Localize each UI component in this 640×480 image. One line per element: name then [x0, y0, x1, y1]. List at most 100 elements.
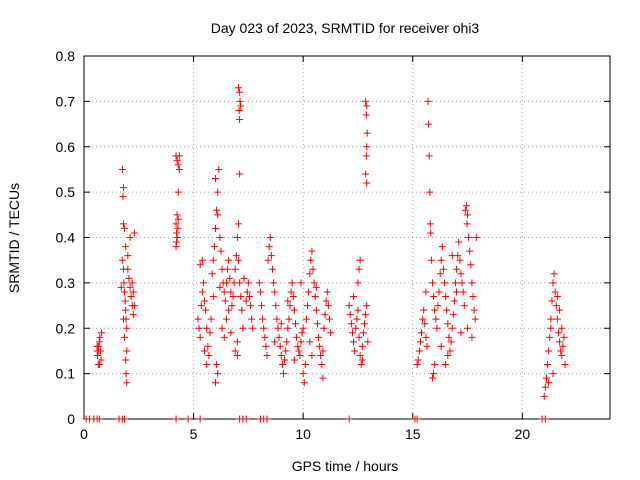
data-point: [552, 302, 560, 310]
data-point: [208, 270, 216, 278]
data-point: [262, 342, 270, 350]
data-point: [439, 265, 447, 273]
data-point: [215, 165, 223, 173]
data-point: [545, 379, 553, 387]
data-point: [442, 292, 450, 300]
data-point: [216, 234, 224, 241]
data-point: [319, 374, 327, 382]
data-point: [308, 247, 316, 255]
data-point: [222, 315, 230, 323]
data-point: [238, 306, 246, 314]
data-point: [558, 351, 566, 359]
data-point: [122, 370, 130, 378]
data-point: [550, 270, 558, 278]
data-point: [545, 347, 553, 355]
data-point: [242, 415, 250, 423]
data-point: [235, 256, 243, 264]
data-point: [130, 229, 138, 237]
data-point: [302, 315, 310, 323]
data-point: [304, 302, 312, 310]
data-point: [424, 97, 432, 105]
x-axis-label: GPS time / hours: [292, 458, 399, 474]
data-point: [98, 329, 106, 337]
data-point: [210, 243, 218, 251]
data-point: [421, 320, 429, 328]
data-point: [233, 234, 241, 241]
data-point: [313, 320, 321, 328]
x-tick-label: 5: [190, 426, 198, 442]
data-point: [119, 184, 127, 192]
data-point: [231, 347, 239, 355]
y-tick-label: 0.6: [56, 139, 76, 155]
data-point: [320, 324, 328, 332]
data-point: [235, 106, 243, 114]
data-point: [125, 274, 133, 282]
data-point: [427, 256, 435, 264]
data-point: [197, 302, 205, 310]
data-point: [430, 370, 438, 378]
data-point: [212, 224, 219, 232]
data-point: [322, 297, 330, 305]
data-point: [422, 333, 430, 341]
y-tick-label: 0.3: [56, 275, 76, 291]
data-point: [470, 306, 478, 314]
data-point: [310, 279, 318, 287]
data-point: [236, 170, 244, 178]
data-point: [306, 270, 314, 278]
data-point: [209, 256, 217, 264]
data-point: [354, 306, 362, 314]
data-point: [355, 333, 363, 341]
data-point: [217, 247, 225, 255]
data-point: [227, 329, 235, 337]
data-point: [122, 243, 130, 251]
data-point: [362, 111, 370, 119]
data-point: [121, 224, 129, 232]
data-point: [345, 415, 353, 423]
data-point: [240, 274, 248, 282]
data-point: [121, 333, 129, 341]
data-point: [247, 302, 255, 310]
data-point: [444, 351, 452, 359]
data-point: [296, 351, 304, 359]
data-point: [175, 165, 183, 173]
data-point: [428, 279, 436, 287]
data-point: [461, 206, 469, 214]
data-point: [213, 206, 221, 214]
data-point: [434, 302, 442, 310]
data-point: [466, 247, 474, 255]
data-point: [308, 351, 316, 359]
data-point: [346, 311, 354, 319]
data-point: [97, 356, 105, 364]
data-point: [323, 288, 331, 296]
data-point: [212, 379, 219, 387]
data-point: [359, 329, 367, 337]
data-point: [94, 342, 102, 350]
data-point: [551, 288, 559, 296]
data-point: [560, 333, 568, 341]
data-point: [295, 347, 303, 355]
data-point: [239, 324, 247, 332]
data-point: [356, 256, 364, 264]
data-point: [309, 265, 317, 273]
data-point: [237, 102, 245, 110]
data-point: [216, 283, 224, 291]
y-tick-label: 0.5: [56, 184, 76, 200]
data-point: [279, 370, 287, 378]
y-tick-label: 0.2: [56, 320, 76, 336]
data-point: [194, 315, 202, 323]
data-point: [556, 306, 564, 314]
data-point: [362, 170, 370, 178]
grid-lines: [83, 55, 610, 420]
data-point: [300, 379, 308, 387]
data-point: [122, 306, 130, 314]
data-point: [225, 256, 233, 264]
data-point: [542, 374, 550, 382]
data-point: [416, 338, 424, 346]
data-point: [471, 315, 479, 323]
data-point: [541, 383, 549, 391]
data-point: [441, 279, 449, 287]
data-point: [212, 175, 219, 183]
data-point: [422, 288, 430, 296]
data-point: [236, 116, 244, 124]
data-point: [255, 279, 263, 287]
